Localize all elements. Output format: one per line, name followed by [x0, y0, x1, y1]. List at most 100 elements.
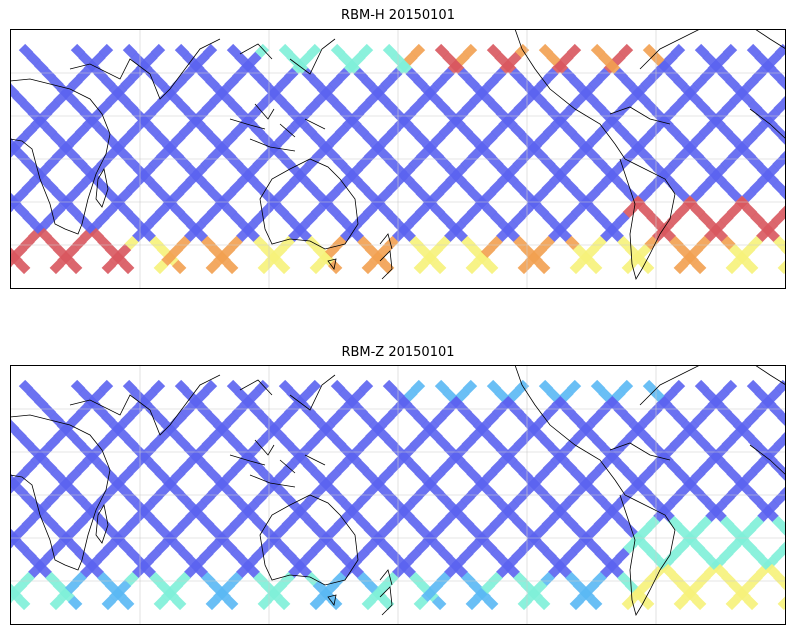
swath-segment	[236, 499, 252, 515]
swath-segment	[674, 539, 690, 555]
swath-segment	[748, 99, 763, 115]
swath-segment	[646, 459, 662, 475]
swath-segment	[153, 411, 168, 427]
swath-segment	[755, 107, 770, 123]
swath-segment	[398, 395, 413, 411]
swath-segment	[511, 211, 526, 227]
swath-segment	[116, 91, 131, 107]
swath-segment	[356, 515, 371, 531]
swath-segment	[623, 523, 638, 539]
swath-segment	[586, 187, 601, 203]
swath-segment	[272, 91, 287, 107]
swath-segment	[305, 435, 320, 451]
swath-segment	[117, 147, 132, 163]
swath-segment	[734, 475, 749, 491]
swath-segment	[486, 43, 502, 59]
swath-segment	[741, 483, 756, 499]
swath-segment	[490, 211, 505, 227]
swath-segment	[391, 443, 406, 459]
swath-segment	[721, 235, 736, 251]
swath-segment	[295, 115, 310, 131]
swath-segment	[130, 51, 145, 67]
swath-segment	[357, 235, 372, 251]
swath-segment	[213, 587, 228, 603]
swath-segment	[748, 435, 763, 451]
swath-segment	[212, 83, 228, 99]
coastline-path	[749, 444, 786, 476]
swath-segment	[168, 427, 183, 443]
swath-segment	[199, 547, 214, 563]
swath-segment	[87, 451, 102, 467]
swath-segment	[386, 459, 402, 475]
swath-segment	[585, 483, 600, 499]
swath-segment	[30, 555, 45, 571]
swath-segment	[250, 459, 266, 475]
panel-title-rbm-h: RBM-H 20150101	[341, 8, 455, 23]
swath-segment	[134, 219, 149, 235]
swath-segment	[72, 235, 87, 251]
swath-segment	[325, 483, 340, 499]
swath-segment	[394, 555, 409, 571]
swath-segment	[562, 123, 578, 139]
swath-segment	[52, 579, 68, 595]
swath-segment	[642, 379, 658, 395]
swath-segment	[276, 595, 291, 611]
swath-segment	[199, 211, 214, 227]
swath-segment	[460, 179, 475, 195]
swath-segment	[668, 179, 683, 195]
swath-segment	[379, 131, 394, 147]
swath-segment	[698, 459, 714, 475]
swath-segment	[125, 155, 140, 171]
coastline-path	[749, 108, 786, 140]
swath-segment	[342, 555, 357, 571]
swath-segment	[339, 107, 354, 123]
swath-segment	[258, 539, 274, 555]
swath-segment	[577, 251, 592, 267]
swath-segment	[74, 547, 89, 563]
swath-segment	[502, 395, 517, 411]
swath-segment	[311, 523, 326, 539]
swath-segment	[578, 139, 593, 155]
swath-segment	[52, 483, 67, 499]
swath-segment	[163, 531, 178, 547]
swath-segment	[392, 499, 408, 515]
swath-segment	[618, 43, 634, 59]
swath-segment	[287, 443, 302, 459]
swath-segment	[527, 531, 542, 547]
swath-segment	[14, 539, 30, 555]
swath-segment	[536, 595, 551, 611]
swath-segment	[171, 467, 186, 483]
swath-segment	[451, 451, 466, 467]
swath-segment	[437, 491, 452, 507]
swath-segment	[177, 179, 192, 195]
swath-segment	[740, 427, 755, 443]
swath-segment	[384, 571, 399, 587]
swath-segment	[472, 419, 488, 435]
swath-segment	[206, 203, 222, 219]
swath-segment	[725, 595, 740, 611]
swath-segment	[572, 579, 588, 595]
swath-segment	[440, 67, 455, 83]
swath-segment	[673, 259, 688, 275]
swath-segment	[616, 179, 631, 195]
swath-segment	[124, 99, 139, 115]
swath-segment	[504, 507, 519, 523]
swath-segment	[488, 235, 503, 251]
swath-segment	[437, 515, 452, 531]
swath-segment	[676, 147, 691, 163]
swath-segment	[253, 571, 268, 587]
swath-segment	[405, 403, 420, 419]
swath-segment	[170, 187, 185, 203]
swath-segment	[673, 595, 688, 611]
swath-segment	[183, 107, 198, 123]
swath-segment	[310, 539, 326, 555]
panel-title-rbm-z: RBM-Z 20150101	[341, 345, 455, 360]
swath-segment	[564, 515, 579, 531]
swath-segment	[569, 259, 584, 275]
swath-segment	[457, 67, 472, 83]
swath-segment	[390, 387, 405, 403]
swath-segment	[541, 179, 556, 195]
swath-segment	[361, 75, 376, 91]
swath-segment	[640, 75, 655, 91]
coastline-path	[254, 439, 275, 456]
